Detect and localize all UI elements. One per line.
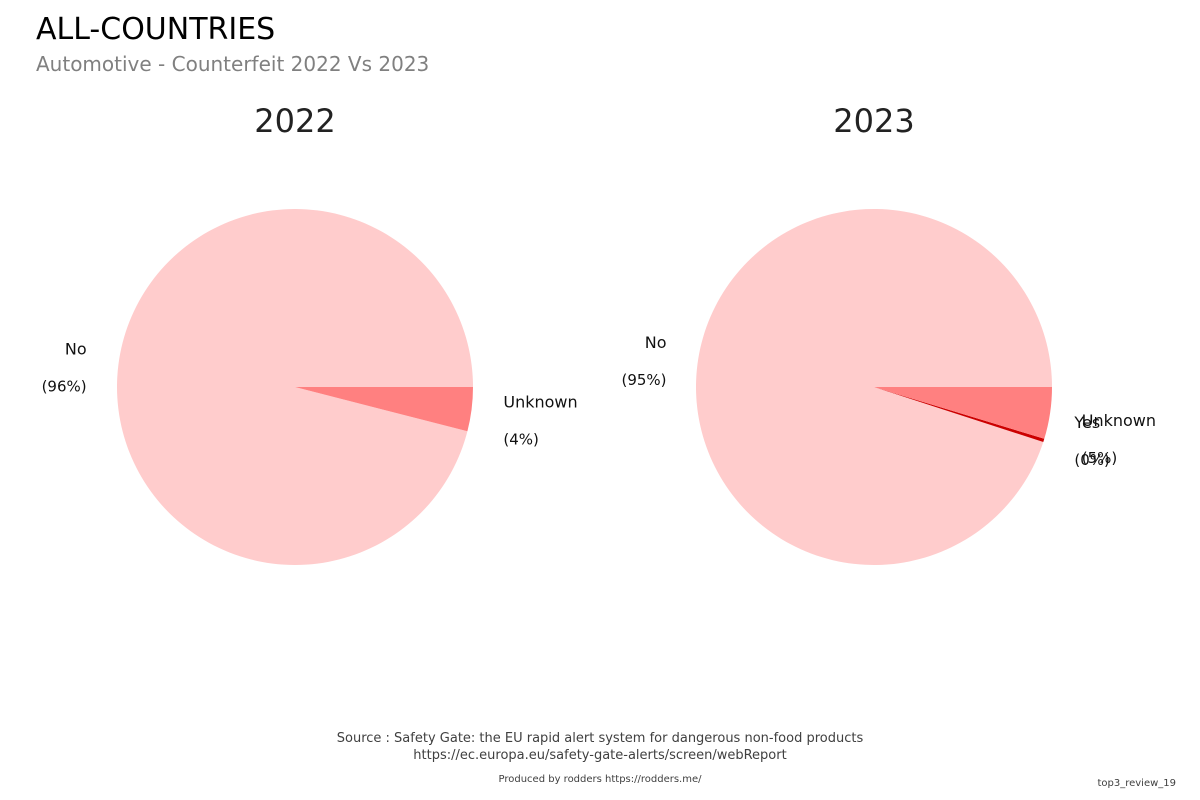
- pie-chart-2023: 2023 No (95%) Yes (0%) Unknown (5%): [621, 102, 1156, 565]
- slice-pct-yes: (0%): [1074, 451, 1110, 469]
- page-subtitle: Automotive - Counterfeit 2022 Vs 2023: [36, 52, 430, 76]
- produced-by: Produced by rodders https://rodders.me/: [498, 774, 702, 785]
- pie-slice-yes: [874, 387, 1045, 443]
- pie-title: 2023: [833, 102, 914, 140]
- pie-slice-unknown: [295, 387, 473, 432]
- source-line-1: Source : Safety Gate: the EU rapid alert…: [336, 731, 864, 746]
- source-note: Source : Safety Gate: the EU rapid alert…: [0, 730, 1200, 764]
- slice-label-no: No: [645, 333, 667, 352]
- report-tag: top3_review_19: [1097, 778, 1176, 789]
- pie-title: 2022: [254, 102, 335, 140]
- page-title: ALL-COUNTRIES: [36, 12, 276, 47]
- slice-pct-no: (95%): [621, 371, 666, 389]
- slice-pct-no: (96%): [42, 378, 87, 396]
- slice-pct-unknown: (4%): [503, 430, 539, 448]
- pie-slice-unknown: [874, 387, 1052, 439]
- source-line-2: https://ec.europa.eu/safety-gate-alerts/…: [413, 748, 787, 763]
- slice-label-no: No: [65, 340, 87, 359]
- pie-slice-no: [117, 209, 473, 566]
- slice-pct-unknown: (5%): [1082, 449, 1118, 467]
- slice-label-unknown: Unknown: [503, 392, 577, 411]
- pie-chart-2022: 2022 No (96%) Unknown (4%): [42, 102, 578, 566]
- slice-label-yes: Yes: [1073, 413, 1100, 432]
- slice-label-unknown: Unknown: [1082, 411, 1156, 430]
